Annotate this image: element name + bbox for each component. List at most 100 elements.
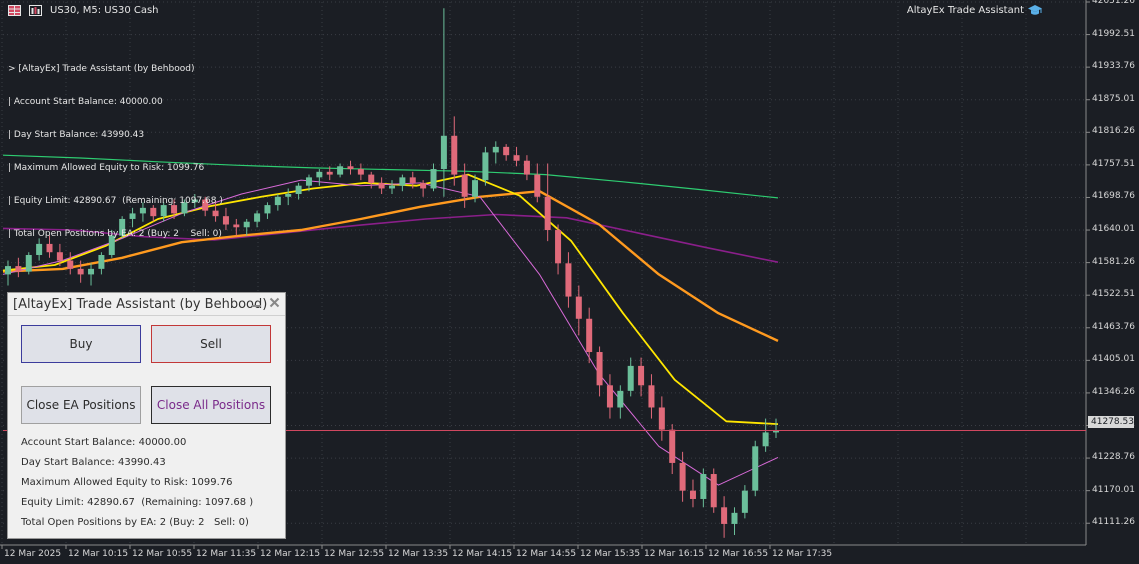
candle-body [222,216,229,225]
candle-body [648,385,655,408]
graduation-cap-icon [1028,5,1042,15]
candle-body [357,169,364,175]
candle-body [326,171,333,175]
current-price-tag: 41278.53 [1088,416,1134,428]
candle-body [461,174,468,197]
candle-body [482,152,489,181]
ma-line-green [2,154,779,199]
candle-body [700,474,707,499]
chart-header: US30, M5: US30 Cash AltayEx Trade Assist… [0,0,1086,22]
ea-name-label: AltayEx Trade Assistant [906,5,1024,16]
buy-button[interactable]: Buy [21,325,141,363]
info-line: | Maximum Allowed Equity to Risk: 1099.7… [8,163,205,173]
time-axis-label: 12 Mar 13:35 [388,549,449,559]
candle-body [160,205,167,217]
price-axis-label: 41992.51 [1092,28,1135,39]
time-axis-label: 12 Mar 11:35 [196,549,257,559]
candle-body [98,254,105,269]
candle-body [544,196,551,231]
candle-body [689,490,696,499]
candle-body [171,205,178,214]
panel-info-day-start: Day Start Balance: 43990.43 [21,457,166,468]
price-axis-label: 41816.26 [1092,126,1135,137]
panel-info-open-positions: Total Open Positions by EA: 2 (Buy: 2 Se… [21,517,249,528]
moving-averages [2,154,779,486]
candle-body [627,365,634,391]
chart-type-icon[interactable] [29,5,42,16]
candle-body [212,210,219,217]
grid-icon[interactable] [8,5,21,16]
candle-body [658,407,665,430]
candle-body [254,213,261,222]
panel-divider [8,315,285,316]
time-axis-label: 12 Mar 12:15 [260,549,321,559]
candle-body [565,263,572,297]
time-axis-label: 12 Mar 14:15 [452,549,513,559]
candle-body [337,166,344,175]
price-axis-label: 41875.01 [1092,93,1135,104]
trade-assistant-panel[interactable]: [AltayEx] Trade Assistant (by Behbood) B… [7,292,286,539]
candle-body [492,146,499,153]
time-axis-label: 12 Mar 16:55 [708,549,769,559]
time-axis-label: 12 Mar 10:55 [132,549,193,559]
price-axis-label: 41640.01 [1092,224,1135,235]
close-all-positions-button[interactable]: Close All Positions [151,386,271,424]
candle-body [46,243,53,253]
time-axis-label: 12 Mar 16:15 [644,549,705,559]
candle-body [139,207,146,214]
candle-body [243,221,250,228]
candle-body [575,296,582,319]
candle-body [399,177,406,186]
candle-body [150,207,157,217]
candle-body [36,243,43,255]
candle-body [451,135,458,175]
candle-body [378,182,385,189]
candle-body [721,507,728,524]
candle-body [617,390,624,408]
candle-body [316,171,323,178]
candle-body [430,169,437,189]
candle-body [264,205,271,214]
info-line: | Equity Limit: 42890.67 (Remaining: 109… [8,196,223,206]
close-ea-positions-button[interactable]: Close EA Positions [21,386,141,424]
price-axis-label: 41405.01 [1092,354,1135,365]
panel-info-max-risk: Maximum Allowed Equity to Risk: 1099.76 [21,477,233,488]
price-axis-label: 41757.51 [1092,158,1135,169]
minimize-icon[interactable] [251,297,262,308]
time-axis-label: 12 Mar 12:55 [324,549,385,559]
candle-body [586,318,593,353]
candle-body [77,268,84,275]
close-icon[interactable] [269,297,280,308]
candle-body [233,224,240,228]
sell-button[interactable]: Sell [151,325,271,363]
candle-body [108,235,115,255]
ma-line-orange [2,189,779,342]
candle-body [420,182,427,189]
candle-body [409,177,416,183]
time-axis-label: 12 Mar 2025 [4,549,62,559]
info-line: | Day Start Balance: 43990.43 [8,130,145,140]
candle-body [368,174,375,183]
candle-body [513,155,520,161]
candle-body [347,166,354,170]
candle-body [5,266,11,275]
candle-body [523,160,530,175]
candle-body [606,385,613,408]
candle-body [56,252,63,261]
panel-title[interactable]: [AltayEx] Trade Assistant (by Behbood) [13,297,268,312]
time-axis-label: 12 Mar 10:15 [68,549,129,559]
candle-body [741,490,748,513]
panel-info-equity-limit: Equity Limit: 42890.67 (Remaining: 1097.… [21,497,254,508]
candle-body [752,446,759,491]
price-axis-label: 42051.26 [1092,0,1135,6]
candle-body [503,146,510,156]
candle-body [25,254,32,272]
price-axis-label: 41346.26 [1092,386,1135,397]
time-axis-label: 12 Mar 15:35 [580,549,641,559]
candle-body [181,202,188,214]
price-axis-label: 41228.76 [1092,452,1135,463]
ma-line-pink [2,179,779,486]
price-axis-label: 41581.26 [1092,256,1135,267]
candle-body [710,474,717,508]
